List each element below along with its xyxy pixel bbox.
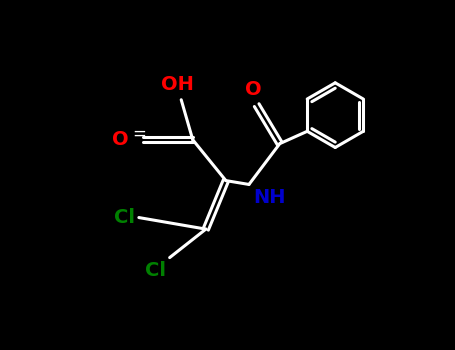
- Text: OH: OH: [161, 75, 194, 93]
- Text: O: O: [112, 130, 129, 149]
- Text: NH: NH: [253, 188, 285, 207]
- Text: O: O: [244, 80, 261, 99]
- Text: Cl: Cl: [145, 261, 166, 280]
- Text: Cl: Cl: [114, 208, 135, 227]
- Text: =: =: [132, 125, 146, 143]
